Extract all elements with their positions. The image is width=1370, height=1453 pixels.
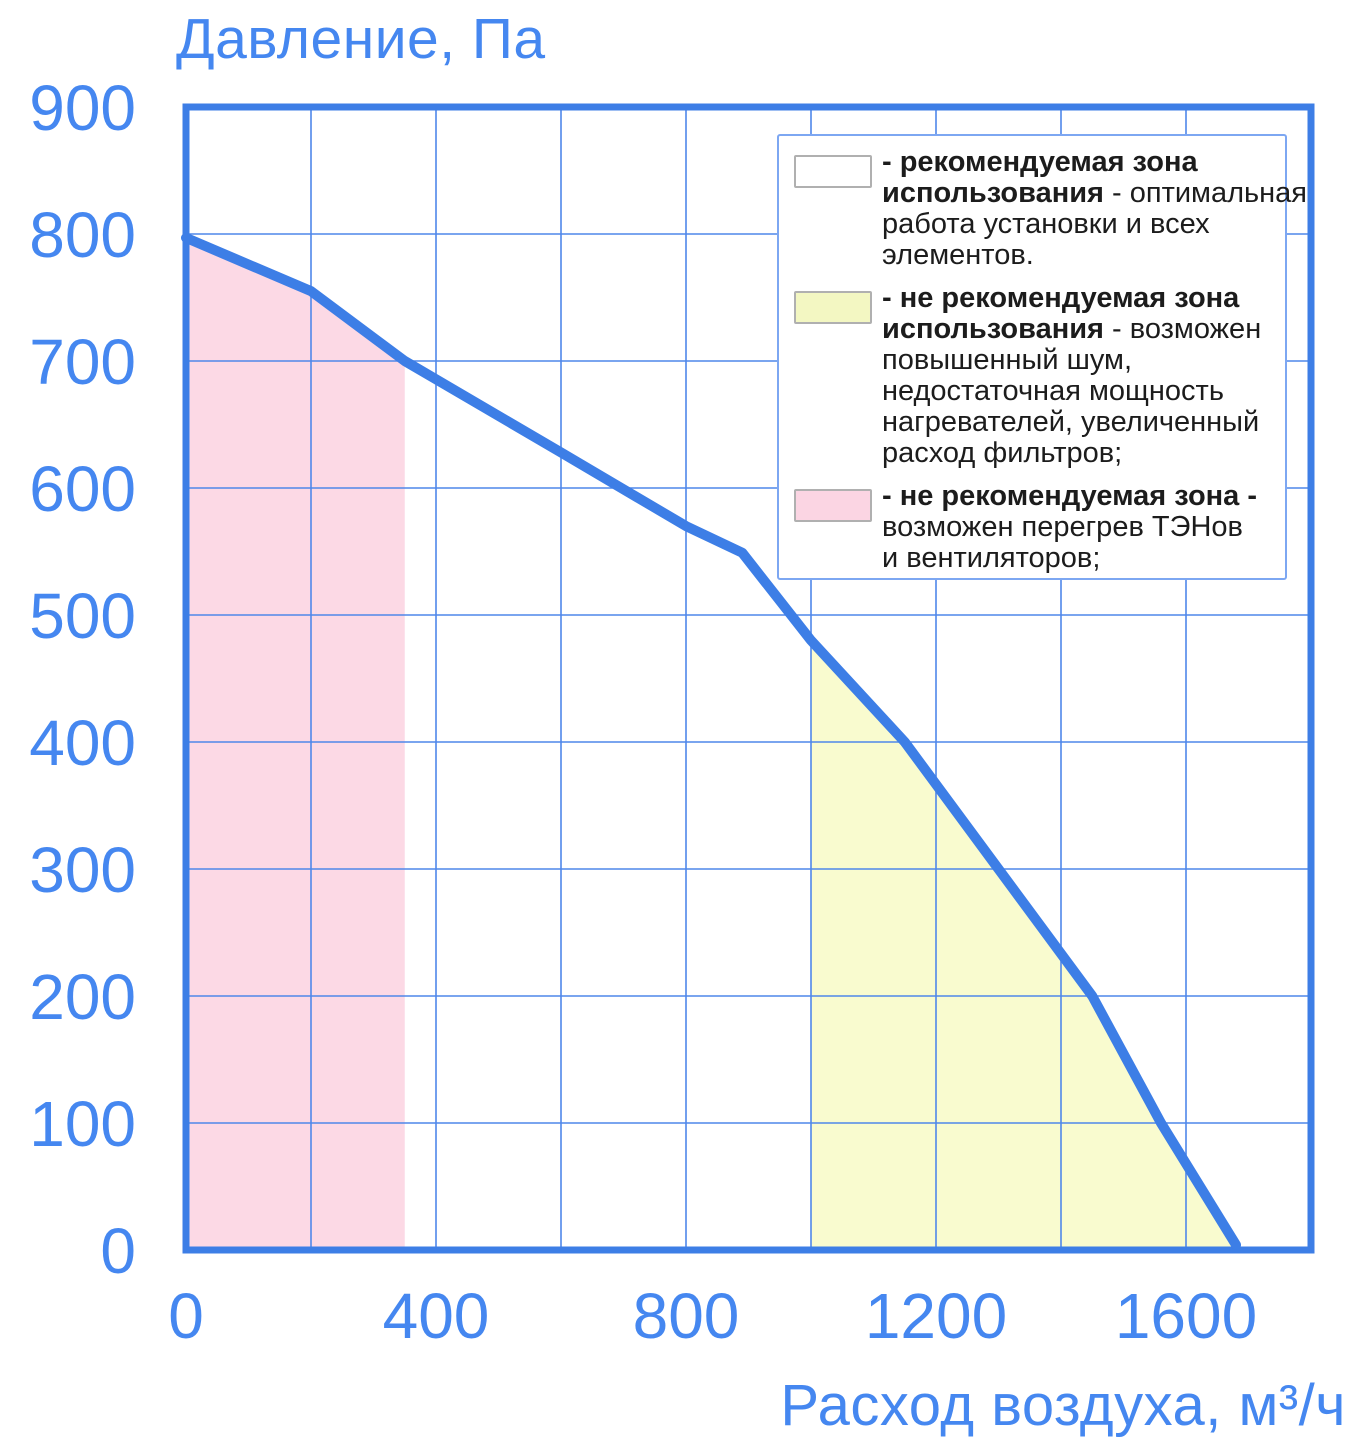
y-tick-label: 500: [29, 580, 136, 652]
legend-swatch-white: [794, 155, 872, 188]
chart-legend: - рекомендуемая зона использования - опт…: [777, 134, 1307, 580]
legend-entry-text: - не рекомендуемая зона - возможен перег…: [882, 481, 1257, 574]
legend-entry-rest: - оптимальная работа установки и всех эл…: [882, 177, 1307, 271]
x-tick-label: 1600: [1115, 1280, 1257, 1352]
legend-entry-bold: - рекомендуемая зона использования: [882, 146, 1198, 209]
x-tick-label: 1200: [865, 1280, 1007, 1352]
y-axis-title: Давление, Па: [176, 7, 546, 71]
zone-noise: [811, 640, 1236, 1250]
legend-entry-noise-zone: - не рекомендуемая зона использования - …: [794, 283, 1269, 469]
legend-entry-bold: - не рекомендуемая зона использования: [882, 282, 1240, 345]
legend-entry-text: - не рекомендуемая зона использования - …: [882, 283, 1261, 469]
legend-entry-rest: возможен перегрев ТЭНов и вентиляторов;: [882, 511, 1243, 574]
legend-entry-recommended: - рекомендуемая зона использования - опт…: [794, 147, 1307, 271]
y-tick-label: 0: [100, 1215, 136, 1287]
plot-border: [182, 103, 1315, 1254]
y-tick-label: 600: [29, 453, 136, 525]
y-tick-label: 800: [29, 199, 136, 271]
zone-overheat: [186, 237, 405, 1250]
y-tick-label: 700: [29, 326, 136, 398]
x-tick-label: 0: [168, 1280, 204, 1352]
legend-entry-text: - рекомендуемая зона использования - опт…: [882, 147, 1307, 271]
legend-entry-bold: - не рекомендуемая зона -: [882, 480, 1258, 512]
y-tick-label: 300: [29, 834, 136, 906]
x-tick-label: 800: [633, 1280, 740, 1352]
y-tick-label: 900: [29, 72, 136, 144]
fan-curve-line: [181, 232, 1241, 1250]
legend-entry-rest: - возможен повышенный шум, недостаточная…: [882, 313, 1262, 469]
legend-entry-overheat-zone: - не рекомендуемая зона - возможен перег…: [794, 481, 1269, 574]
legend-swatch-yellow: [794, 291, 872, 324]
x-axis-title: Расход воздуха, м³/ч: [780, 1373, 1346, 1438]
y-tick-label: 100: [29, 1088, 136, 1160]
y-tick-label: 200: [29, 961, 136, 1033]
x-tick-label: 400: [383, 1280, 490, 1352]
y-tick-label: 400: [29, 707, 136, 779]
legend-swatch-pink: [794, 489, 872, 522]
